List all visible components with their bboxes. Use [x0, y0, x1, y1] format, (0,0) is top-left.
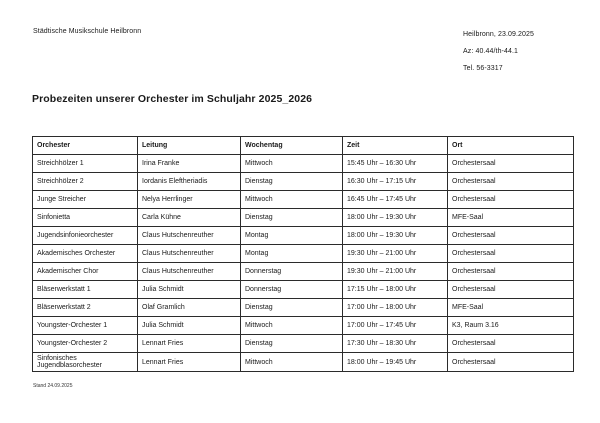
- cell-zeit: 18:00 Uhr – 19:45 Uhr: [342, 352, 448, 372]
- cell-orchester: Akademischer Chor: [32, 262, 138, 281]
- cell-zeit: 17:00 Uhr – 18:00 Uhr: [342, 298, 448, 317]
- cell-ort: Orchestersaal: [447, 190, 574, 209]
- cell-zeit: 17:00 Uhr – 17:45 Uhr: [342, 316, 448, 335]
- letterhead-phone: Tel. 56-3317: [463, 65, 503, 72]
- cell-orchester: Youngster-Orchester 1: [32, 316, 138, 335]
- cell-leitung: Julia Schmidt: [137, 316, 241, 335]
- cell-leitung: Nelya Herrlinger: [137, 190, 241, 209]
- cell-orchester: Bläserwerkstatt 1: [32, 280, 138, 299]
- cell-ort: Orchestersaal: [447, 262, 574, 281]
- cell-orchester: Streichhölzer 2: [32, 172, 138, 191]
- cell-wochentag: Mittwoch: [240, 316, 343, 335]
- cell-zeit: 16:45 Uhr – 17:45 Uhr: [342, 190, 448, 209]
- page-title: Probezeiten unserer Orchester im Schulja…: [32, 93, 313, 105]
- cell-ort: MFE-Saal: [447, 208, 574, 227]
- cell-orchester: Akademisches Orchester: [32, 244, 138, 263]
- table-row: Streichhölzer 1 Irina Franke Mittwoch 15:45…: [32, 154, 574, 173]
- cell-wochentag: Dienstag: [240, 208, 343, 227]
- cell-leitung: Claus Hutschenreuther: [137, 244, 241, 263]
- table-row: Akademischer Chor Claus Hutschenreuther Do…: [32, 262, 574, 281]
- cell-ort: K3, Raum 3.16: [447, 316, 574, 335]
- cell-zeit: 18:00 Uhr – 19:30 Uhr: [342, 208, 448, 227]
- cell-wochentag: Dienstag: [240, 334, 343, 353]
- cell-zeit: 16:30 Uhr – 17:15 Uhr: [342, 172, 448, 191]
- table-row: Bläserwerkstatt 2 Olaf Gramlich Dienstag 17…: [32, 298, 574, 317]
- table-row: Sinfonisches Jugendblasorchester Lennart …: [32, 352, 574, 372]
- cell-orchester: Streichhölzer 1: [32, 154, 138, 173]
- cell-zeit: 19:30 Uhr – 21:00 Uhr: [342, 244, 448, 263]
- cell-orchester: Junge Streicher: [32, 190, 138, 209]
- cell-ort: MFE-Saal: [447, 298, 574, 317]
- cell-leitung: Olaf Gramlich: [137, 298, 241, 317]
- cell-leitung: Claus Hutschenreuther: [137, 226, 241, 245]
- table-row: Sinfonietta Carla Kühne Dienstag 18:00 Uhr …: [32, 208, 574, 227]
- cell-ort: Orchestersaal: [447, 226, 574, 245]
- cell-leitung: Claus Hutschenreuther: [137, 262, 241, 281]
- column-header-wochentag: Wochentag: [240, 136, 343, 155]
- rehearsal-schedule-table: Orchester Leitung Wochentag Zeit Ort Str…: [32, 136, 574, 372]
- table-row: Akademisches Orchester Claus Hutschenreut…: [32, 244, 574, 263]
- letterhead-place-date: Heilbronn, 23.09.2025: [463, 31, 534, 38]
- table-row: Junge Streicher Nelya Herrlinger Mittwoch 1…: [32, 190, 574, 209]
- cell-orchester: Jugendsinfonieorchester: [32, 226, 138, 245]
- letterhead-reference-number: Az: 40.44/th-44.1: [463, 48, 519, 55]
- cell-ort: Orchestersaal: [447, 244, 574, 263]
- column-header-zeit: Zeit: [342, 136, 448, 155]
- cell-leitung: Lennart Fries: [137, 352, 241, 372]
- table-header-row: Orchester Leitung Wochentag Zeit Ort: [32, 136, 574, 155]
- cell-zeit: 17:30 Uhr – 18:30 Uhr: [342, 334, 448, 353]
- column-header-ort: Ort: [447, 136, 574, 155]
- cell-leitung: Julia Schmidt: [137, 280, 241, 299]
- table-row: Streichhölzer 2 Iordanis Eleftheriadis Die…: [32, 172, 574, 191]
- revision-date: Stand 24.09.2025: [33, 383, 73, 389]
- cell-wochentag: Donnerstag: [240, 280, 343, 299]
- cell-zeit: 17:15 Uhr – 18:00 Uhr: [342, 280, 448, 299]
- table-row: Bläserwerkstatt 1 Julia Schmidt Donnerstag…: [32, 280, 574, 299]
- cell-wochentag: Mittwoch: [240, 352, 343, 372]
- cell-wochentag: Dienstag: [240, 172, 343, 191]
- table-row: Jugendsinfonieorchester Claus Hutschenreu…: [32, 226, 574, 245]
- cell-leitung: Carla Kühne: [137, 208, 241, 227]
- cell-ort: Orchestersaal: [447, 352, 574, 372]
- letterhead-meta-block: Heilbronn, 23.09.2025 Az: 40.44/th-44.1 …: [463, 26, 534, 77]
- cell-orchester: Youngster-Orchester 2: [32, 334, 138, 353]
- cell-leitung: Iordanis Eleftheriadis: [137, 172, 241, 191]
- cell-zeit: 18:00 Uhr – 19:30 Uhr: [342, 226, 448, 245]
- cell-orchester: Bläserwerkstatt 2: [32, 298, 138, 317]
- cell-wochentag: Montag: [240, 226, 343, 245]
- cell-leitung: Lennart Fries: [137, 334, 241, 353]
- cell-zeit: 19:30 Uhr – 21:00 Uhr: [342, 262, 448, 281]
- cell-ort: Orchestersaal: [447, 154, 574, 173]
- column-header-orchester: Orchester: [32, 136, 138, 155]
- cell-ort: Orchestersaal: [447, 280, 574, 299]
- cell-wochentag: Montag: [240, 244, 343, 263]
- cell-wochentag: Donnerstag: [240, 262, 343, 281]
- column-header-leitung: Leitung: [137, 136, 241, 155]
- cell-ort: Orchestersaal: [447, 334, 574, 353]
- cell-wochentag: Dienstag: [240, 298, 343, 317]
- letterhead-sender: Städtische Musikschule Heilbronn: [33, 28, 142, 35]
- cell-zeit: 15:45 Uhr – 16:30 Uhr: [342, 154, 448, 173]
- table-row: Youngster-Orchester 2 Lennart Fries Dienst…: [32, 334, 574, 353]
- cell-leitung: Irina Franke: [137, 154, 241, 173]
- cell-wochentag: Mittwoch: [240, 154, 343, 173]
- cell-wochentag: Mittwoch: [240, 190, 343, 209]
- table-row: Youngster-Orchester 1 Julia Schmidt Mittwo…: [32, 316, 574, 335]
- cell-orchester: Sinfonisches Jugendblasorchester: [32, 352, 138, 372]
- cell-orchester: Sinfonietta: [32, 208, 138, 227]
- cell-ort: Orchestersaal: [447, 172, 574, 191]
